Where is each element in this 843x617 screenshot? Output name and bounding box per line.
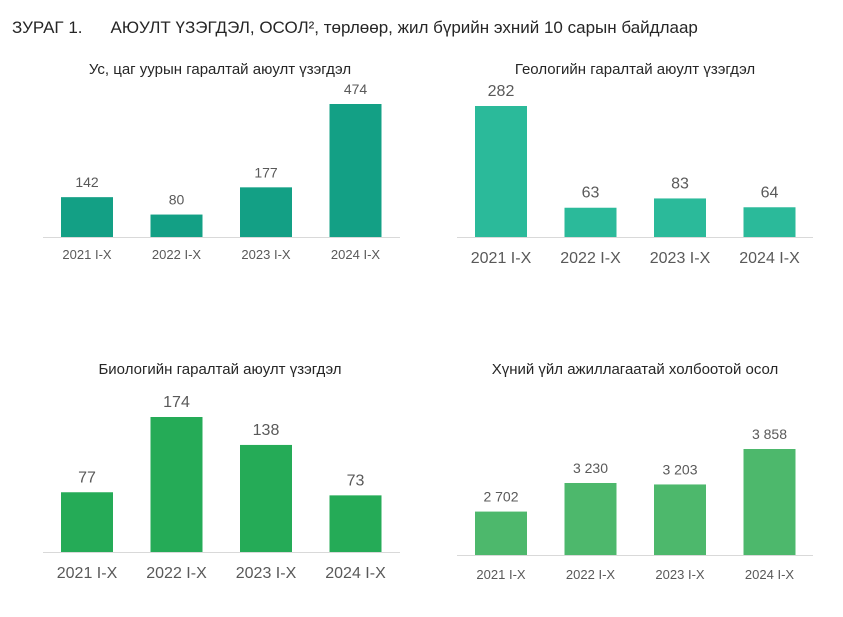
bar-4 <box>329 104 382 237</box>
data-label-2: 80 <box>169 192 185 208</box>
bar-2 <box>150 417 203 552</box>
data-label-4: 474 <box>344 81 368 97</box>
tick-label-2: 2022 I-X <box>566 567 615 582</box>
data-label-3: 3 203 <box>662 461 697 477</box>
data-label-2: 3 230 <box>573 460 608 476</box>
tick-label-4: 2024 I-X <box>331 247 380 262</box>
panel-title-hydromet: Ус, цаг уурын гаралтай аюулт үзэгдэл <box>88 61 352 78</box>
data-label-3: 83 <box>671 175 689 192</box>
tick-label-3: 2023 I-X <box>650 250 711 267</box>
bar-1 <box>475 511 527 555</box>
tick-label-4: 2024 I-X <box>745 567 794 582</box>
bar-4 <box>743 449 796 555</box>
bar-1 <box>61 197 113 237</box>
data-label-1: 142 <box>75 174 99 190</box>
data-label-4: 64 <box>761 184 779 201</box>
tick-label-1: 2021 I-X <box>476 567 525 582</box>
tick-label-2: 2022 I-X <box>152 247 201 262</box>
bar-2 <box>150 214 203 237</box>
bar-3 <box>240 187 292 237</box>
tick-label-2: 2022 I-X <box>560 250 621 267</box>
tick-label-2: 2022 I-X <box>146 565 207 582</box>
bar-2 <box>564 482 617 555</box>
data-label-1: 2 702 <box>483 489 518 505</box>
bar-3 <box>240 444 292 552</box>
data-label-1: 282 <box>488 83 515 100</box>
bar-4 <box>743 207 796 237</box>
bar-1 <box>61 492 113 552</box>
bar-1 <box>475 106 527 237</box>
bar-3 <box>654 198 706 237</box>
tick-label-1: 2021 I-X <box>57 565 118 582</box>
tick-label-1: 2021 I-X <box>471 250 532 267</box>
bar-3 <box>654 484 706 555</box>
figure-title-text: АЮУЛТ ҮЗЭГДЭЛ, ОСОЛ², төрлөөр, жил бүрий… <box>110 18 698 37</box>
data-label-4: 3 858 <box>752 426 787 442</box>
data-label-2: 63 <box>582 185 600 202</box>
data-label-1: 77 <box>78 469 96 486</box>
data-label-4: 73 <box>347 472 365 489</box>
figure-number: ЗУРАГ 1. <box>12 18 83 37</box>
panel-title-human-accident: Хүний үйл ажиллагаатай холбоотой осол <box>491 361 779 378</box>
data-label-3: 138 <box>253 422 280 439</box>
data-label-2: 174 <box>163 394 190 411</box>
panel-title-biological: Биологийн гаралтай аюулт үзэгдэл <box>98 361 342 378</box>
tick-label-4: 2024 I-X <box>739 250 800 267</box>
tick-label-1: 2021 I-X <box>62 247 111 262</box>
tick-label-3: 2023 I-X <box>236 565 297 582</box>
data-label-3: 177 <box>254 164 278 180</box>
tick-label-3: 2023 I-X <box>241 247 290 262</box>
bar-2 <box>564 207 617 237</box>
bar-4 <box>329 495 382 552</box>
tick-label-3: 2023 I-X <box>655 567 704 582</box>
tick-label-4: 2024 I-X <box>325 565 386 582</box>
figure-title: ЗУРАГ 1. АЮУЛТ ҮЗЭГДЭЛ, ОСОЛ², төрлөөр, ж… <box>12 18 698 38</box>
panel-title-geological: Геологийн гаралтай аюулт үзэгдэл <box>514 61 756 78</box>
